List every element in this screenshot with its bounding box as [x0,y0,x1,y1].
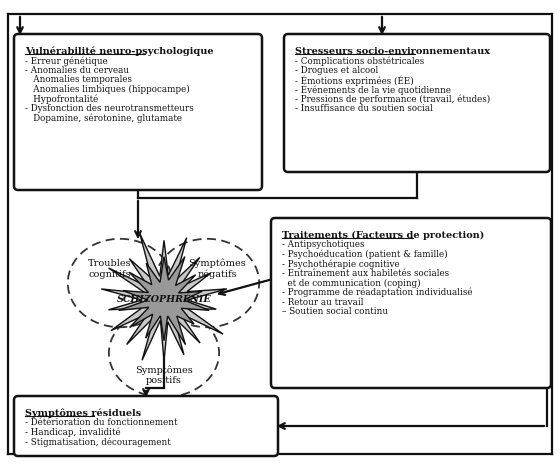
Text: - Entraînement aux habiletés sociales: - Entraînement aux habiletés sociales [282,269,449,278]
Text: Hypofrontalité: Hypofrontalité [25,95,98,104]
Text: - Erreur génétique: - Erreur génétique [25,56,108,66]
Text: - Détérioration du fonctionnement: - Détérioration du fonctionnement [25,418,178,427]
Text: Dopamine, sérotonine, glutamate: Dopamine, sérotonine, glutamate [25,114,182,123]
Text: et de communication (coping): et de communication (coping) [282,278,421,288]
Text: - Pressions de performance (travail, études): - Pressions de performance (travail, étu… [295,95,490,104]
Text: Stresseurs socio-environnementaux: Stresseurs socio-environnementaux [295,47,490,56]
Text: Symptômes
négatifs: Symptômes négatifs [188,259,246,279]
Text: - Anomalies du cerveau: - Anomalies du cerveau [25,66,129,75]
Text: SCHIZOPHRÉNIE: SCHIZOPHRÉNIE [116,295,211,304]
Text: Troubles
cognitifs: Troubles cognitifs [88,259,132,279]
Text: Symptômes résiduels: Symptômes résiduels [25,409,141,418]
Text: - Émotions exprimées (ÉE): - Émotions exprimées (ÉE) [295,75,414,86]
Text: - Handicap, invalidité: - Handicap, invalidité [25,428,120,437]
Text: - Dysfonction des neurotransmetteurs: - Dysfonction des neurotransmetteurs [25,104,194,113]
Text: Symptômes
positifs: Symptômes positifs [135,365,193,385]
Polygon shape [119,257,209,344]
FancyBboxPatch shape [14,396,278,456]
Text: Vulnérabilité neuro-psychologique: Vulnérabilité neuro-psychologique [25,47,213,56]
Text: - Drogues et alcool: - Drogues et alcool [295,66,378,75]
FancyBboxPatch shape [271,218,551,388]
FancyBboxPatch shape [284,34,550,172]
Text: Traitements (Facteurs de protection): Traitements (Facteurs de protection) [282,231,484,240]
Polygon shape [101,233,227,361]
Text: - Complications obstétricales: - Complications obstétricales [295,56,424,66]
Text: - Événements de la vie quotidienne: - Événements de la vie quotidienne [295,85,451,96]
Text: Anomalies temporales: Anomalies temporales [25,75,132,84]
Text: – Soutien social continu: – Soutien social continu [282,307,388,316]
FancyBboxPatch shape [14,34,262,190]
Text: - Stigmatisation, découragement: - Stigmatisation, découragement [25,437,171,447]
Text: - Antipsychotiques: - Antipsychotiques [282,240,365,249]
Text: Anomalies limbiques (hippocampe): Anomalies limbiques (hippocampe) [25,85,190,94]
Text: - Retour au travail: - Retour au travail [282,298,363,307]
Text: - Psychothérapie cognitive: - Psychothérapie cognitive [282,259,400,269]
Text: - Programme de réadaptation individualisé: - Programme de réadaptation individualis… [282,288,473,297]
Text: - Insuffisance du soutien social: - Insuffisance du soutien social [295,104,433,113]
Text: - Psychoéducation (patient & famille): - Psychoéducation (patient & famille) [282,250,447,259]
